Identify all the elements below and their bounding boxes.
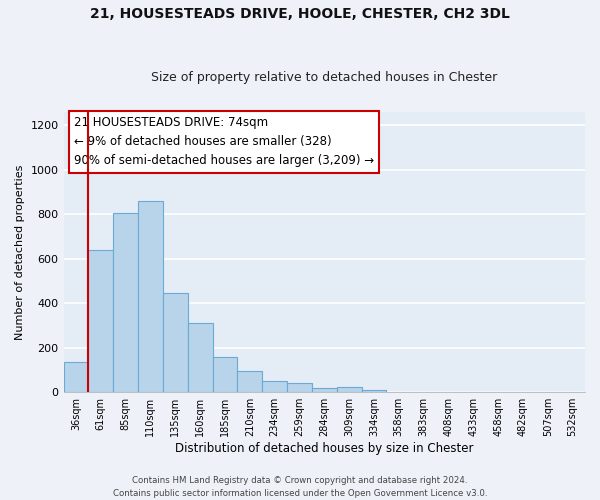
Bar — [238, 371, 262, 392]
Bar — [64, 362, 88, 392]
Title: Size of property relative to detached houses in Chester: Size of property relative to detached ho… — [151, 72, 497, 85]
Y-axis label: Number of detached properties: Number of detached properties — [15, 164, 25, 340]
Bar — [337, 388, 362, 392]
Bar — [312, 388, 337, 392]
Text: 21, HOUSESTEADS DRIVE, HOOLE, CHESTER, CH2 3DL: 21, HOUSESTEADS DRIVE, HOOLE, CHESTER, C… — [90, 8, 510, 22]
Text: 21 HOUSESTEADS DRIVE: 74sqm
← 9% of detached houses are smaller (328)
90% of sem: 21 HOUSESTEADS DRIVE: 74sqm ← 9% of deta… — [74, 116, 374, 168]
Bar — [362, 390, 386, 392]
Bar — [188, 324, 212, 392]
Bar — [212, 358, 238, 392]
Bar — [113, 213, 138, 392]
Text: Contains HM Land Registry data © Crown copyright and database right 2024.
Contai: Contains HM Land Registry data © Crown c… — [113, 476, 487, 498]
Bar — [287, 383, 312, 392]
Bar — [262, 380, 287, 392]
Bar — [88, 250, 113, 392]
X-axis label: Distribution of detached houses by size in Chester: Distribution of detached houses by size … — [175, 442, 473, 455]
Bar — [163, 294, 188, 392]
Bar — [138, 201, 163, 392]
